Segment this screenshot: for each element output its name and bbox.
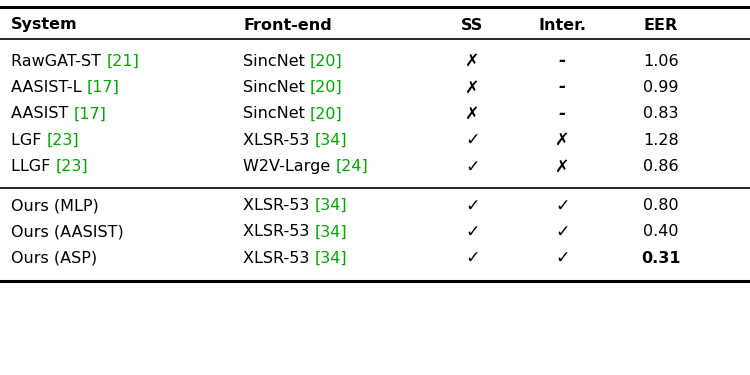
Text: [24]: [24] xyxy=(335,159,368,174)
Text: [34]: [34] xyxy=(314,133,347,148)
Text: [23]: [23] xyxy=(46,133,80,148)
Text: 0.86: 0.86 xyxy=(644,159,679,174)
Text: -: - xyxy=(559,105,566,123)
Text: ✗: ✗ xyxy=(465,105,479,123)
Text: ✓: ✓ xyxy=(555,196,570,214)
Text: Ours (MLP): Ours (MLP) xyxy=(11,198,99,213)
Text: ✗: ✗ xyxy=(465,52,479,70)
Text: 0.80: 0.80 xyxy=(644,198,679,213)
Text: SincNet: SincNet xyxy=(243,80,310,95)
Text: ✗: ✗ xyxy=(555,158,570,176)
Text: XLSR-53: XLSR-53 xyxy=(243,198,314,213)
Text: ✓: ✓ xyxy=(465,158,479,176)
Text: [20]: [20] xyxy=(310,80,343,95)
Text: ✓: ✓ xyxy=(465,223,479,241)
Text: -: - xyxy=(559,52,566,70)
Text: [17]: [17] xyxy=(74,106,106,122)
Text: Ours (AASIST): Ours (AASIST) xyxy=(11,225,124,240)
Text: SS: SS xyxy=(461,18,483,33)
Text: ✓: ✓ xyxy=(465,249,479,267)
Text: [23]: [23] xyxy=(56,159,88,174)
Text: [21]: [21] xyxy=(106,54,139,69)
Text: 1.28: 1.28 xyxy=(644,133,679,148)
Text: SincNet: SincNet xyxy=(243,106,310,122)
Text: ✓: ✓ xyxy=(465,131,479,149)
Text: W2V-Large: W2V-Large xyxy=(243,159,335,174)
Text: ✓: ✓ xyxy=(555,249,570,267)
Text: 0.40: 0.40 xyxy=(644,225,679,240)
Text: ✓: ✓ xyxy=(465,196,479,214)
Text: 0.31: 0.31 xyxy=(641,251,681,266)
Text: [20]: [20] xyxy=(310,106,343,122)
Text: 0.83: 0.83 xyxy=(644,106,679,122)
Text: [20]: [20] xyxy=(310,54,343,69)
Text: XLSR-53: XLSR-53 xyxy=(243,225,314,240)
Text: 0.99: 0.99 xyxy=(644,80,679,95)
Text: Ours (ASP): Ours (ASP) xyxy=(11,251,98,266)
Text: SincNet: SincNet xyxy=(243,54,310,69)
Text: XLSR-53: XLSR-53 xyxy=(243,133,314,148)
Text: -: - xyxy=(559,78,566,96)
Text: System: System xyxy=(11,18,78,33)
Text: RawGAT-ST: RawGAT-ST xyxy=(11,54,106,69)
Text: AASIST: AASIST xyxy=(11,106,74,122)
Text: ✗: ✗ xyxy=(555,131,570,149)
Text: [34]: [34] xyxy=(314,251,347,266)
Text: XLSR-53: XLSR-53 xyxy=(243,251,314,266)
Text: ✓: ✓ xyxy=(555,223,570,241)
Text: EER: EER xyxy=(644,18,678,33)
Text: [34]: [34] xyxy=(314,225,347,240)
Text: LLGF: LLGF xyxy=(11,159,56,174)
Text: LGF: LGF xyxy=(11,133,46,148)
Text: Front-end: Front-end xyxy=(243,18,332,33)
Text: AASIST-L: AASIST-L xyxy=(11,80,87,95)
Text: [34]: [34] xyxy=(314,198,347,213)
Text: Inter.: Inter. xyxy=(538,18,586,33)
Text: 1.06: 1.06 xyxy=(644,54,679,69)
Text: [17]: [17] xyxy=(87,80,119,95)
Text: ✗: ✗ xyxy=(465,78,479,96)
